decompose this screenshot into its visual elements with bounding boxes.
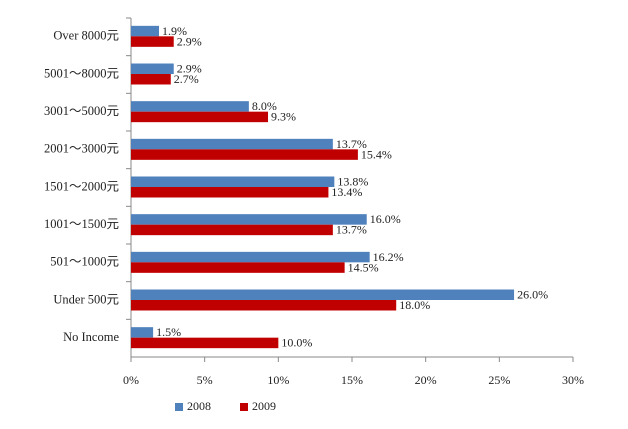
bar bbox=[131, 187, 329, 198]
value-label: 1.5% bbox=[156, 325, 181, 339]
bar bbox=[131, 101, 249, 112]
x-tick-label: 10% bbox=[267, 373, 289, 387]
y-tick-label: 501～1000元 bbox=[50, 255, 119, 269]
bar bbox=[131, 36, 174, 47]
bar bbox=[131, 300, 397, 311]
x-tick-label: 5% bbox=[197, 373, 213, 387]
value-label: 2.9% bbox=[177, 34, 202, 48]
y-tick-label: Over 8000元 bbox=[53, 29, 119, 43]
value-label: 16.2% bbox=[373, 250, 404, 264]
value-label: 1.9% bbox=[162, 24, 187, 38]
value-label: 13.8% bbox=[337, 175, 368, 189]
legend-label: 2008 bbox=[187, 399, 211, 413]
legend-label: 2009 bbox=[252, 399, 276, 413]
bar bbox=[131, 111, 269, 123]
value-label: 2.9% bbox=[177, 62, 202, 76]
bar bbox=[131, 327, 154, 338]
y-tick-label: 5001～8000元 bbox=[44, 66, 119, 80]
x-tick-label: 25% bbox=[488, 373, 510, 387]
value-label: 16.0% bbox=[370, 212, 401, 226]
y-tick-label: No Income bbox=[63, 330, 119, 344]
value-label: 9.3% bbox=[271, 110, 296, 124]
value-label: 14.5% bbox=[348, 260, 379, 274]
bar bbox=[131, 289, 515, 300]
bar bbox=[131, 224, 333, 236]
value-label: 15.4% bbox=[361, 147, 392, 161]
bar bbox=[131, 138, 333, 150]
value-label: 10.0% bbox=[281, 336, 312, 350]
bar bbox=[131, 176, 335, 187]
legend-swatch bbox=[240, 403, 248, 411]
y-tick-label: 3001～5000元 bbox=[44, 104, 119, 118]
bar bbox=[131, 74, 171, 85]
value-label: 13.7% bbox=[336, 137, 367, 151]
bar bbox=[131, 214, 367, 225]
y-tick-label: 2001～3000元 bbox=[44, 142, 119, 156]
value-label: 8.0% bbox=[252, 99, 277, 113]
x-tick-label: 0% bbox=[123, 373, 139, 387]
value-label: 13.7% bbox=[336, 223, 367, 237]
value-label: 26.0% bbox=[517, 288, 548, 302]
x-tick-label: 15% bbox=[341, 373, 363, 387]
y-tick-label: 1001～1500元 bbox=[44, 217, 119, 231]
value-label: 2.7% bbox=[174, 72, 199, 86]
x-tick-label: 20% bbox=[415, 373, 437, 387]
y-tick-label: Under 500元 bbox=[53, 292, 119, 306]
y-tick-label: 1501～2000元 bbox=[44, 179, 119, 193]
bar bbox=[131, 337, 279, 349]
value-label: 13.4% bbox=[331, 185, 362, 199]
bar bbox=[131, 63, 174, 74]
bar bbox=[131, 251, 370, 263]
bar bbox=[131, 25, 159, 37]
value-label: 18.0% bbox=[399, 298, 430, 312]
bar bbox=[131, 149, 358, 160]
legend-swatch bbox=[175, 403, 183, 411]
x-tick-label: 30% bbox=[562, 373, 584, 387]
bar bbox=[131, 262, 345, 273]
